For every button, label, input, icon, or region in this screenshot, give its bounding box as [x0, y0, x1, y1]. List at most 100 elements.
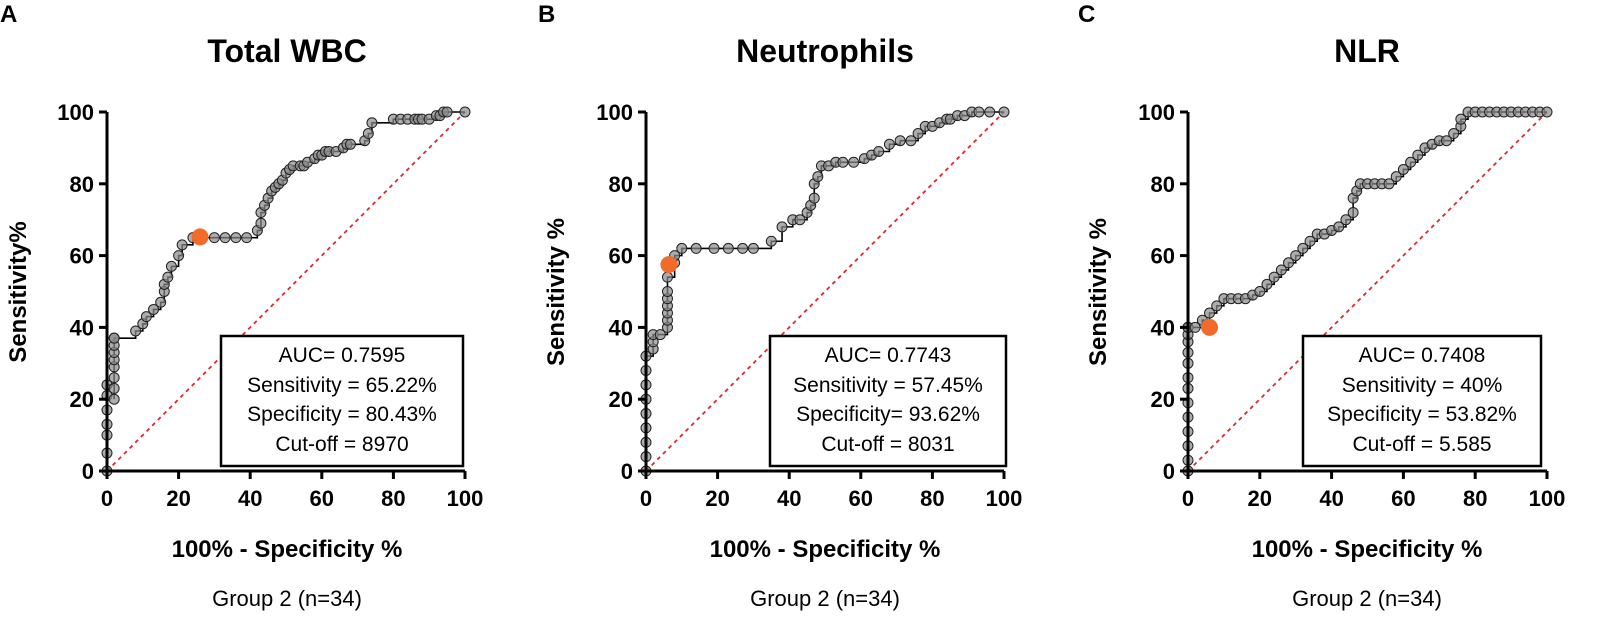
- roc-point-c: [1275, 264, 1287, 276]
- cutoff-point-b: [660, 256, 678, 274]
- roc-point-b: [776, 221, 788, 233]
- y-axis-title-b: Sensitivity %: [543, 218, 570, 366]
- roc-point-c: [1455, 113, 1467, 125]
- roc-point-c: [1340, 214, 1352, 226]
- x-axis-title-b: 100% - Specificity %: [710, 536, 941, 563]
- stat-sensitivity-b: Sensitivity = 57.45%: [793, 374, 983, 397]
- roc-point-b: [812, 171, 824, 183]
- y-axis-title-a: Sensitivity%: [5, 221, 32, 362]
- x-axis-title-c: 100% - Specificity %: [1252, 536, 1483, 563]
- roc-point-b: [661, 286, 673, 297]
- stat-specificity-c: Specificity = 53.82%: [1327, 403, 1517, 426]
- roc-point-c: [1268, 271, 1280, 283]
- stat-sensitivity-c: Sensitivity = 40%: [1342, 374, 1503, 397]
- x-tick-label-b: 40: [777, 486, 801, 511]
- roc-point-a: [362, 128, 374, 140]
- panel-a: A Total WBC 0 20 40 60 80 100 0 20 40 60 80 100 Sen…: [0, 1, 483, 611]
- roc-point-b: [837, 156, 849, 168]
- roc-point-a: [441, 106, 453, 118]
- x-tick-label-c: 80: [1463, 486, 1487, 511]
- panel-letter-c: C: [1078, 1, 1095, 28]
- roc-point-b: [765, 235, 777, 247]
- x-tick-label-a: 40: [238, 486, 262, 511]
- roc-point-a: [344, 138, 356, 150]
- roc-point-b: [883, 138, 895, 150]
- roc-point-a: [241, 232, 253, 244]
- roc-point-b: [737, 242, 749, 254]
- y-tick-label-a: 60: [70, 244, 94, 269]
- y-tick-label-c: 80: [1151, 172, 1175, 197]
- y-tick-label-c: 0: [1163, 459, 1175, 484]
- roc-point-a: [108, 382, 120, 394]
- roc-point-c: [1297, 242, 1309, 254]
- group-label-c: Group 2 (n=34): [1292, 586, 1442, 611]
- roc-point-b: [984, 106, 996, 118]
- stat-cutoff-c: Cut-off = 5.585: [1352, 433, 1491, 456]
- stats-box-a: AUC= 0.7595 Sensitivity = 65.22% Specifi…: [219, 334, 465, 468]
- cutoff-point-c: [1201, 318, 1219, 336]
- roc-point-c: [1412, 149, 1424, 161]
- stat-auc-c: AUC= 0.7408: [1359, 344, 1486, 367]
- y-tick-label-a: 100: [57, 100, 94, 125]
- y-tick-label-a: 0: [82, 459, 94, 484]
- roc-point-b: [747, 242, 759, 254]
- x-tick-label-a: 20: [166, 486, 190, 511]
- roc-point-a: [108, 372, 120, 384]
- y-axis-title-c: Sensitivity %: [1085, 218, 1112, 366]
- stat-specificity-a: Specificity = 80.43%: [247, 403, 437, 426]
- plot-area-b: 0 20 40 60 80 100 0 20 40 60 80 100: [596, 100, 1022, 511]
- roc-point-c: [1261, 278, 1273, 290]
- roc-point-a: [230, 232, 242, 244]
- roc-point-b: [661, 271, 673, 283]
- roc-point-c: [1189, 321, 1201, 333]
- panel-title-b: Neutrophils: [736, 33, 914, 69]
- y-tick-label-c: 20: [1151, 387, 1175, 412]
- y-tick-label-b: 60: [609, 244, 633, 269]
- roc-point-b: [654, 329, 666, 341]
- roc-point-b: [848, 156, 860, 168]
- plot-area-a: 0 20 40 60 80 100 0 20 40 60 80 100: [57, 100, 483, 511]
- roc-point-b: [722, 242, 734, 254]
- stat-cutoff-b: Cut-off = 8031: [821, 433, 954, 456]
- panel-letter-a: A: [0, 1, 17, 28]
- roc-point-a: [155, 296, 167, 308]
- x-tick-label-a: 60: [310, 486, 334, 511]
- roc-point-a: [130, 325, 142, 337]
- stat-sensitivity-a: Sensitivity = 65.22%: [247, 374, 437, 397]
- stats-box-border-a: [219, 334, 465, 468]
- roc-point-c: [1283, 257, 1295, 269]
- stats-box-border-c: [1301, 334, 1543, 468]
- roc-point-b: [905, 135, 917, 147]
- panel-title-c: NLR: [1334, 33, 1400, 69]
- x-tick-label-a: 100: [447, 486, 484, 511]
- roc-point-c: [1204, 307, 1216, 319]
- roc-point-a: [108, 393, 120, 405]
- stats-box-b: AUC= 0.7743 Sensitivity = 57.45% Specifi…: [768, 334, 1008, 468]
- x-axis-title-a: 100% - Specificity %: [172, 536, 403, 563]
- roc-point-c: [1347, 207, 1359, 219]
- roc-point-c: [1383, 178, 1395, 190]
- panel-title-a: Total WBC: [207, 33, 366, 69]
- x-tick-label-b: 0: [640, 486, 652, 511]
- plot-area-c: 0 20 40 60 80 100 0 20 40 60 80 100: [1138, 100, 1565, 511]
- panel-b: B Neutrophils 0 20 40 60 80 100 0 20 40 60 80 100 S…: [538, 1, 1022, 611]
- stat-cutoff-a: Cut-off = 8970: [275, 433, 408, 456]
- roc-point-c: [1211, 300, 1223, 312]
- roc-point-a: [255, 217, 267, 229]
- y-tick-label-b: 80: [609, 172, 633, 197]
- x-tick-label-c: 60: [1391, 486, 1415, 511]
- cutoff-point-a: [191, 228, 209, 246]
- roc-point-b: [973, 106, 985, 118]
- roc-point-a: [366, 117, 378, 129]
- roc-point-c: [1333, 221, 1345, 233]
- roc-point-b: [808, 192, 820, 204]
- roc-point-c: [1448, 128, 1460, 140]
- y-tick-label-c: 100: [1138, 100, 1175, 125]
- stat-specificity-b: Specificity= 93.62%: [796, 403, 980, 426]
- x-tick-label-c: 40: [1319, 486, 1343, 511]
- stat-auc-a: AUC= 0.7595: [279, 344, 406, 367]
- group-label-a: Group 2 (n=34): [212, 586, 362, 611]
- roc-point-a: [176, 239, 188, 251]
- roc-point-c: [1290, 250, 1302, 262]
